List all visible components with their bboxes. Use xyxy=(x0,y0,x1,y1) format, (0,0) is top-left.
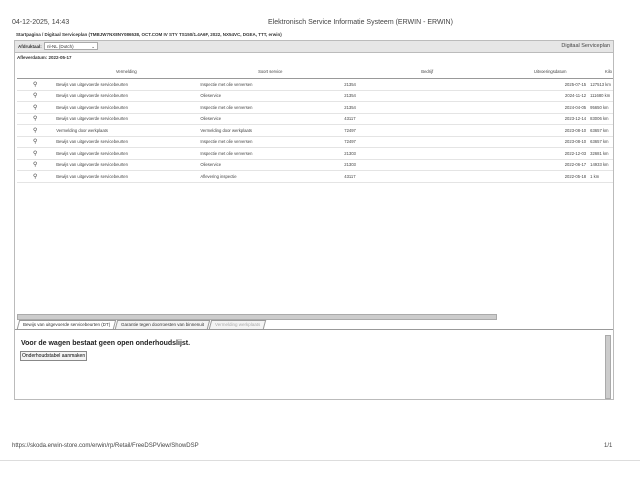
table-cell: Bewijs van uitgevoerde servicebeurten xyxy=(54,90,199,102)
tab-label: Vermelding werkplaats xyxy=(215,322,261,327)
magnifier-icon[interactable]: ⚲ xyxy=(17,170,55,183)
service-table: Vermelding Soort service Bedrijf Uitvoering… xyxy=(17,64,613,183)
table-cell: Olieservice xyxy=(198,159,343,171)
table-cell: Bewijs van uitgevoerde servicebeurten xyxy=(54,136,199,148)
language-label: Afdruktaal: xyxy=(18,44,42,49)
table-cell: 2023-12-14 xyxy=(512,113,589,125)
horizontal-scrollbar[interactable] xyxy=(17,314,497,320)
table-cell: Bewijs van uitgevoerde servicebeurten xyxy=(54,147,199,160)
table-cell: 2024-11-12 xyxy=(512,90,589,102)
vertical-scrollbar[interactable] xyxy=(605,335,611,399)
table-cell: 127513 km xyxy=(588,78,613,91)
table-cell: 2022-12-03 xyxy=(512,147,589,160)
table-cell: 2023-08-10 xyxy=(512,136,589,148)
table-cell: 63657 km xyxy=(588,136,613,148)
table-cell: 72497 xyxy=(342,124,513,137)
table-cell: Vermelding door werkplaats xyxy=(198,124,343,137)
table-cell: 63657 km xyxy=(588,124,613,137)
table-row: ⚲ Bewijs van uitgevoerde servicebeurten In… xyxy=(17,147,613,160)
magnifier-icon[interactable]: ⚲ xyxy=(17,124,55,137)
table-cell: 21354 xyxy=(342,101,513,114)
table-cell: Olieservice xyxy=(198,90,343,102)
tab-rust-warranty[interactable]: Garantie tegen doorroesten van binnenuit xyxy=(115,320,211,329)
table-cell: 2025-07-15 xyxy=(512,78,589,91)
tab-service-proof[interactable]: Bewijs van uitgevoerde servicebeurten (D… xyxy=(16,320,117,329)
tab-workshop-note[interactable]: Vermelding werkplaats xyxy=(209,320,267,329)
language-value: nl-NL (Dutch) xyxy=(47,44,74,49)
table-cell: Inspectie met olie verversen xyxy=(198,101,343,114)
table-cell: 21303 xyxy=(342,159,513,171)
column-header[interactable]: Kilo xyxy=(588,64,613,79)
language-select[interactable]: nl-NL (Dutch) ⌄ xyxy=(44,42,98,50)
table-cell: Bewijs van uitgevoerde servicebeurten xyxy=(54,78,199,91)
table-cell: Inspectie met olie verversen xyxy=(198,136,343,148)
table-cell: 72497 xyxy=(342,136,513,148)
table-cell: Bewijs van uitgevoerde servicebeurten xyxy=(54,159,199,171)
magnifier-icon[interactable]: ⚲ xyxy=(17,147,55,160)
delivery-date: Afleverdatum: 2022-05-17 xyxy=(17,55,72,60)
table-cell: 21354 xyxy=(342,90,513,102)
magnifier-icon[interactable]: ⚲ xyxy=(17,78,55,91)
magnifier-icon[interactable]: ⚲ xyxy=(17,113,55,125)
divider xyxy=(0,460,640,461)
table-cell: 2024-04-05 xyxy=(512,101,589,114)
column-header[interactable]: Vermelding xyxy=(54,64,199,79)
table-cell: 1 km xyxy=(588,170,613,183)
table-cell: Vermelding door werkplaats xyxy=(54,124,199,137)
magnifier-icon[interactable]: ⚲ xyxy=(17,159,55,171)
content-frame xyxy=(14,40,614,400)
table-row: ⚲ Bewijs van uitgevoerde servicebeurten Ol… xyxy=(17,159,613,171)
table-row: ⚲ Bewijs van uitgevoerde servicebeurten In… xyxy=(17,78,613,91)
magnifier-icon[interactable]: ⚲ xyxy=(17,101,55,114)
table-cell: 2023-08-10 xyxy=(512,124,589,137)
magnifier-icon[interactable]: ⚲ xyxy=(17,136,55,148)
table-cell: 32681 km xyxy=(588,147,613,160)
table-row: ⚲ Bewijs van uitgevoerde servicebeurten Af… xyxy=(17,170,613,183)
divider xyxy=(15,329,613,330)
table-cell: Olieservice xyxy=(198,113,343,125)
chevron-down-icon: ⌄ xyxy=(91,44,95,49)
print-title: Elektronisch Service Informatie Systeem … xyxy=(268,19,453,26)
table-row: ⚲ Bewijs van uitgevoerde servicebeurten In… xyxy=(17,136,613,148)
table-cell: 83006 km xyxy=(588,113,613,125)
table-row: ⚲ Bewijs van uitgevoerde servicebeurten Ol… xyxy=(17,90,613,102)
table-cell: 2022-05-18 xyxy=(512,170,589,183)
table-row: ⚲ Bewijs van uitgevoerde servicebeurten Ol… xyxy=(17,113,613,125)
page-number: 1/1 xyxy=(604,443,613,449)
table-cell: 43117 xyxy=(342,113,513,125)
tab-bar: Bewijs van uitgevoerde servicebeurten (D… xyxy=(16,320,267,329)
toolbar xyxy=(15,41,613,53)
print-datetime: 04-12-2025, 14:43 xyxy=(12,19,70,26)
table-cell: Inspectie met olie verversen xyxy=(198,78,343,91)
table-cell: 2022-06-17 xyxy=(512,159,589,171)
column-header[interactable]: Uitvoeringsdatum xyxy=(512,64,589,79)
column-header[interactable]: Bedrijf xyxy=(342,64,513,79)
tab-label: Bewijs van uitgevoerde servicebeurten (D… xyxy=(23,322,111,327)
table-cell: Inspectie met olie verversen xyxy=(198,147,343,160)
tab-label: Garantie tegen doorroesten van binnenuit xyxy=(121,322,205,327)
table-cell: Aflevering inspectie xyxy=(198,170,343,183)
table-row: ⚲ Vermelding door werkplaats Vermelding do… xyxy=(17,124,613,137)
table-cell: Bewijs van uitgevoerde servicebeurten xyxy=(54,170,199,183)
column-header[interactable]: Soort service xyxy=(198,64,343,79)
table-cell: 21354 xyxy=(342,78,513,91)
table-cell: Bewijs van uitgevoerde servicebeurten xyxy=(54,113,199,125)
table-cell: 111680 km xyxy=(588,90,613,102)
magnifier-icon[interactable]: ⚲ xyxy=(17,90,55,102)
print-url: https://skoda.erwin-store.com/erwin/rp/R… xyxy=(12,443,199,449)
no-maintenance-message: Voor de wagen bestaat geen open onderhou… xyxy=(21,340,191,347)
panel-title: Digitaal Serviceplan xyxy=(561,43,610,49)
table-cell: 21303 xyxy=(342,147,513,160)
table-cell: 43117 xyxy=(342,170,513,183)
table-cell: 95650 km xyxy=(588,101,613,114)
breadcrumb: Startpagina / Digitaal Serviceplan (TMBJ… xyxy=(16,32,282,37)
table-cell: 14933 km xyxy=(588,159,613,171)
table-cell: Bewijs van uitgevoerde servicebeurten xyxy=(54,101,199,114)
column-header[interactable] xyxy=(17,64,55,79)
table-row: ⚲ Bewijs van uitgevoerde servicebeurten In… xyxy=(17,101,613,114)
create-maintenance-table-button[interactable]: Onderhoudstabel aanmaken xyxy=(20,351,88,361)
